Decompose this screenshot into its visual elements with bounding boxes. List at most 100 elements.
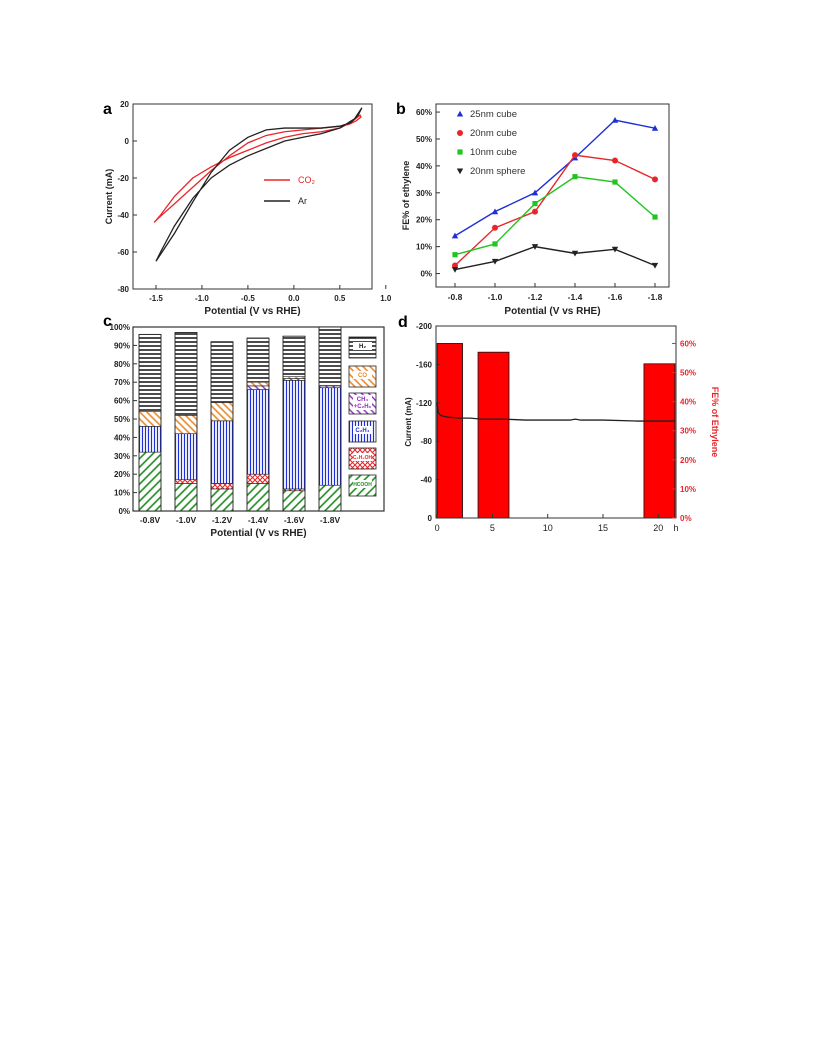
- legend-label-b: 20nm cube: [470, 128, 517, 139]
- y-tick-label-d: -160: [416, 360, 433, 369]
- bar-segment-c: [246, 389, 270, 475]
- plot-frame-d: [435, 325, 677, 519]
- bar-segment-c: [318, 484, 342, 512]
- y2-tick-label-d: 40%: [680, 398, 696, 407]
- x-tick-label-b: -1.6: [608, 292, 623, 302]
- bar-outline-c: [174, 332, 198, 512]
- series-line-b-1: [454, 154, 656, 266]
- data-point-b: [531, 189, 539, 196]
- panel-d-chart: 0 5 10 15 20 h -200 -160 -120 -80 -40 0 0% 10% 20% 30% 4…: [404, 322, 720, 533]
- bar-segment-c: [318, 387, 342, 486]
- fe-bar-d: [436, 343, 463, 519]
- y-axis-label-d: Current (mA): [404, 397, 413, 447]
- legend-label-bg-c: [353, 453, 372, 461]
- x-tick-label-d: 0: [435, 523, 440, 533]
- data-point-b: [651, 262, 659, 269]
- legend-label-c: H₂: [359, 344, 366, 350]
- legend-label-c: C₂H₅OH: [353, 455, 373, 461]
- bar-outline-c: [318, 326, 342, 512]
- y-tick-label-c: 30%: [114, 452, 130, 461]
- x-axis-unit-d: h: [673, 523, 678, 533]
- data-point-b: [652, 176, 658, 183]
- plot-frame-a: [132, 103, 373, 290]
- y-tick-label-a: -80: [117, 285, 129, 294]
- y-tick-label-d: -40: [420, 476, 432, 485]
- y-tick-label-a: -40: [117, 211, 129, 220]
- bar-outline-c: [282, 335, 306, 512]
- y-tick-label-c: 70%: [114, 378, 130, 387]
- bar-segment-c: [210, 488, 234, 512]
- bar-outline-c: [246, 337, 270, 512]
- y-tick-label-b: 30%: [416, 189, 432, 198]
- y2-axis-label-d: FE% of Ethylene: [710, 387, 720, 458]
- panel-a-chart: -1.5 -1.0 -0.5 0.0 0.5 1.0 20 0 -20 -40 -60 -80 Pote…: [104, 100, 392, 317]
- bar-segment-c: [138, 451, 162, 512]
- cv-curve-ar: [155, 107, 363, 262]
- x-tick-label-d: 15: [598, 523, 608, 533]
- series-line-b-2: [454, 175, 656, 256]
- panel-b-letter: b: [396, 101, 406, 118]
- data-point-b: [532, 208, 538, 215]
- y-tick-label-c: 90%: [114, 341, 130, 350]
- legend-label-b: 25nm cube: [470, 109, 517, 120]
- x-tick-label-d: 20: [653, 523, 663, 533]
- panel-a-letter: a: [103, 101, 112, 118]
- y-tick-label-c: 60%: [114, 397, 130, 406]
- bar-segment-c: [246, 483, 270, 512]
- legend-label-a: CO₂: [298, 175, 316, 185]
- bar-segment-c: [246, 337, 270, 383]
- legend-label-bg-c: [353, 480, 372, 488]
- data-point-b: [611, 246, 619, 253]
- x-tick-label-b: -1.8: [648, 292, 663, 302]
- legend-label-c: HCOOH: [353, 482, 372, 488]
- plot-frame-b: [435, 103, 670, 288]
- data-point-b: [571, 250, 579, 257]
- legend-label-bg-c: [353, 342, 372, 350]
- x-tick-label-c: -1.6V: [284, 515, 305, 525]
- series-line-b-3: [454, 245, 656, 271]
- bar-segment-c: [138, 411, 162, 427]
- legend-label-c: +C₂H₆: [354, 404, 372, 410]
- y-axis-label-b: FE% of ethylene: [401, 161, 411, 231]
- data-point-b: [651, 125, 659, 131]
- data-point-b: [457, 130, 463, 136]
- bar-segment-c: [174, 332, 198, 416]
- x-tick-label-b: -1.4: [568, 292, 583, 302]
- x-tick-label-a: -0.5: [241, 294, 255, 303]
- bar-segment-c: [174, 433, 198, 481]
- fe-bar-d: [477, 351, 510, 519]
- data-point-b: [572, 174, 578, 180]
- data-point-b: [531, 244, 539, 250]
- x-axis-label-c: Potential (V vs RHE): [210, 528, 306, 539]
- y2-tick-label-d: 30%: [680, 427, 696, 436]
- y-tick-label-a: 0: [125, 137, 130, 146]
- y-tick-label-c: 100%: [110, 323, 130, 332]
- cv-curve-co2: [153, 114, 362, 223]
- bar-segment-c: [174, 479, 198, 484]
- y2-tick-label-d: 60%: [680, 339, 696, 348]
- y-tick-label-d: -120: [416, 399, 433, 408]
- bar-segment-c: [246, 385, 270, 390]
- data-point-b: [457, 149, 463, 155]
- x-tick-label-d: 5: [490, 523, 495, 533]
- x-tick-label-b: -0.8: [448, 292, 463, 302]
- panel-c-letter: c: [103, 313, 112, 330]
- bar-segment-c: [282, 380, 306, 490]
- y-tick-label-c: 40%: [114, 433, 130, 442]
- data-point-b: [532, 200, 538, 207]
- bar-segment-c: [174, 415, 198, 435]
- y-tick-label-c: 10%: [114, 489, 130, 498]
- fe-bar-d: [643, 363, 676, 519]
- legend-label-b: 20nm sphere: [470, 166, 525, 177]
- legend-label-b: 10nm cube: [470, 147, 517, 158]
- y-tick-label-b: 60%: [416, 108, 432, 117]
- x-tick-label-a: -1.0: [195, 294, 209, 303]
- panel-b-chart: -0.8 -1.0 -1.2 -1.4 -1.6 -1.8 0% 10% 20% 30% 40% 50…: [401, 103, 670, 317]
- legend-label-c: CO: [358, 373, 367, 379]
- bar-segment-c: [282, 335, 306, 377]
- legend-label-a: Ar: [298, 196, 307, 206]
- legend-label-c: CH₄: [357, 397, 369, 403]
- data-point-b: [491, 258, 499, 265]
- data-point-b: [612, 157, 618, 164]
